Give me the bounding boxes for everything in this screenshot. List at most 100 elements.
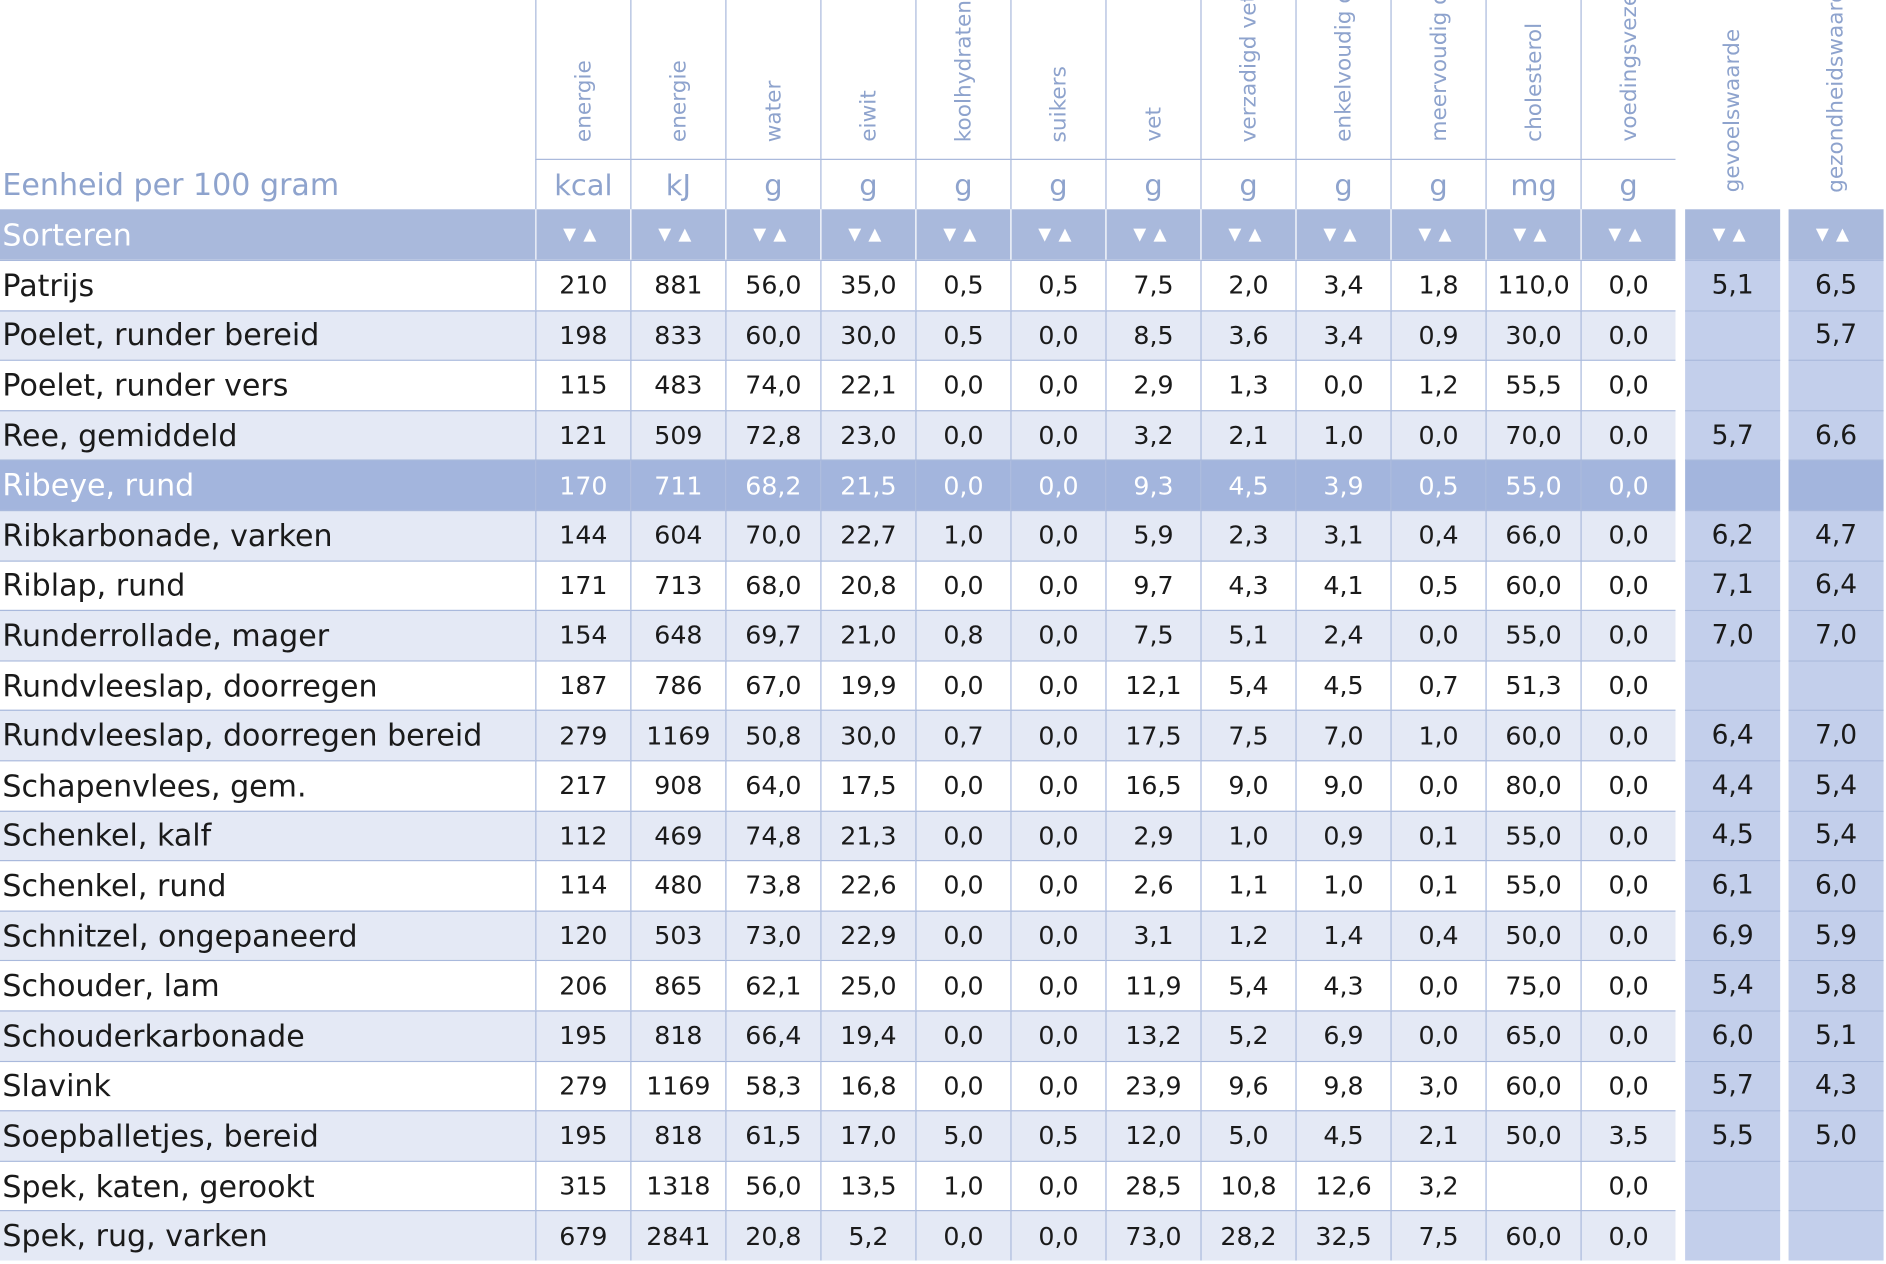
sort-button[interactable]: ▼▲: [630, 209, 726, 260]
cell: 0,0: [1010, 960, 1106, 1011]
cell: 604: [630, 509, 726, 561]
sort-button[interactable]: ▼▲: [820, 209, 916, 260]
cell: 1318: [630, 1160, 726, 1211]
cell: 30,0: [820, 710, 916, 761]
cell: 7,0: [1295, 710, 1391, 761]
cell: 0,0: [915, 810, 1011, 861]
unit-label: g: [915, 158, 1011, 210]
cell: [1485, 1160, 1581, 1211]
row-name[interactable]: Spek, katen, gerookt: [0, 1160, 536, 1211]
score-cell: 7,1: [1685, 560, 1781, 611]
cell: 0,0: [1390, 610, 1486, 661]
row-name[interactable]: Schouderkarbonade: [0, 1010, 536, 1061]
column-header: verzadigd vet: [1200, 0, 1295, 159]
sort-button[interactable]: ▼▲: [915, 209, 1011, 260]
cell: 0,0: [915, 459, 1011, 510]
row-name[interactable]: Riblap, rund: [0, 560, 536, 611]
column-header: meervoudig o: [1390, 0, 1485, 159]
sort-button[interactable]: ▼▲: [1010, 209, 1106, 260]
row-name[interactable]: Poelet, runder bereid: [0, 309, 536, 360]
cell: 786: [630, 660, 726, 711]
row-name[interactable]: Ribkarbonade, varken: [0, 509, 536, 561]
row-name[interactable]: Runderrollade, mager: [0, 610, 536, 661]
cell: 1,0: [1200, 810, 1296, 861]
row-name[interactable]: Slavink: [0, 1060, 536, 1111]
sort-button[interactable]: ▼▲: [535, 209, 631, 260]
cell: 1,0: [1390, 710, 1486, 761]
score-cell: 5,8: [1788, 960, 1884, 1011]
row-name[interactable]: Ree, gemiddeld: [0, 409, 536, 460]
score-cell: [1788, 359, 1884, 410]
cell: 881: [630, 259, 726, 310]
sort-button[interactable]: ▼▲: [1685, 209, 1781, 260]
cell: 9,6: [1200, 1060, 1296, 1111]
column-header: voedingsveze: [1580, 0, 1675, 159]
cell: 0,0: [915, 660, 1011, 711]
cell: 195: [535, 1010, 631, 1061]
row-name[interactable]: Poelet, runder vers: [0, 359, 536, 410]
cell: 60,0: [1485, 1060, 1581, 1111]
cell: 9,7: [1105, 560, 1201, 611]
cell: 3,2: [1390, 1160, 1486, 1211]
row-name[interactable]: Schapenvlees, gem.: [0, 760, 536, 811]
cell: 0,0: [1580, 910, 1676, 961]
cell: 9,8: [1295, 1060, 1391, 1111]
cell: 0,0: [1580, 860, 1676, 911]
sort-button[interactable]: ▼▲: [1200, 209, 1296, 260]
cell: 4,1: [1295, 560, 1391, 611]
cell: 1,3: [1200, 359, 1296, 410]
row-name[interactable]: Ribeye, rund: [0, 459, 536, 510]
score-cell: 6,4: [1788, 560, 1884, 611]
cell: 30,0: [820, 309, 916, 360]
cell: 2,1: [1390, 1110, 1486, 1161]
row-name[interactable]: Patrijs: [0, 259, 536, 310]
row-name[interactable]: Soepballetjes, bereid: [0, 1110, 536, 1161]
row-name[interactable]: Schouder, lam: [0, 960, 536, 1011]
score-header: gevoelswaarde: [1685, 0, 1781, 210]
cell: 1,8: [1390, 259, 1486, 310]
cell: 908: [630, 760, 726, 811]
cell: 0,0: [1010, 409, 1106, 460]
cell: 480: [630, 860, 726, 911]
cell: 5,4: [1200, 660, 1296, 711]
cell: 20,8: [725, 1210, 821, 1261]
cell: 2,6: [1105, 860, 1201, 911]
unit-label: g: [1295, 158, 1391, 210]
row-name[interactable]: Spek, rug, varken: [0, 1210, 536, 1261]
cell: 5,4: [1200, 960, 1296, 1011]
score-cell: 7,0: [1788, 610, 1884, 661]
cell: 9,3: [1105, 459, 1201, 510]
unit-label: g: [1580, 158, 1676, 210]
row-name[interactable]: Schenkel, rund: [0, 860, 536, 911]
cell: 11,9: [1105, 960, 1201, 1011]
sort-button[interactable]: ▼▲: [1485, 209, 1581, 260]
row-name[interactable]: Rundvleeslap, doorregen bereid: [0, 710, 536, 761]
score-cell: 6,0: [1685, 1010, 1781, 1061]
cell: 0,0: [1580, 1210, 1676, 1261]
score-cell: 6,5: [1788, 259, 1884, 310]
cell: 4,5: [1295, 1110, 1391, 1161]
cell: 23,0: [820, 409, 916, 460]
cell: 7,5: [1390, 1210, 1486, 1261]
score-cell: [1685, 359, 1781, 410]
cell: 1,0: [1295, 409, 1391, 460]
sort-button[interactable]: ▼▲: [1580, 209, 1676, 260]
cell: 279: [535, 1060, 631, 1111]
sort-button[interactable]: ▼▲: [1390, 209, 1486, 260]
cell: 12,6: [1295, 1160, 1391, 1211]
cell: 0,0: [1580, 1060, 1676, 1111]
row-name[interactable]: Schenkel, kalf: [0, 810, 536, 861]
sort-button[interactable]: ▼▲: [1295, 209, 1391, 260]
row-name[interactable]: Schnitzel, ongepaneerd: [0, 910, 536, 961]
cell: 115: [535, 359, 631, 410]
sort-button[interactable]: ▼▲: [1105, 209, 1201, 260]
row-name[interactable]: Rundvleeslap, doorregen: [0, 660, 536, 711]
sort-button[interactable]: ▼▲: [725, 209, 821, 260]
cell: 55,5: [1485, 359, 1581, 410]
cell: 2,3: [1200, 509, 1296, 561]
cell: 1,1: [1200, 860, 1296, 911]
cell: 0,0: [1010, 1060, 1106, 1111]
cell: 0,0: [1390, 760, 1486, 811]
sort-button[interactable]: ▼▲: [1788, 209, 1884, 260]
cell: 60,0: [1485, 710, 1581, 761]
